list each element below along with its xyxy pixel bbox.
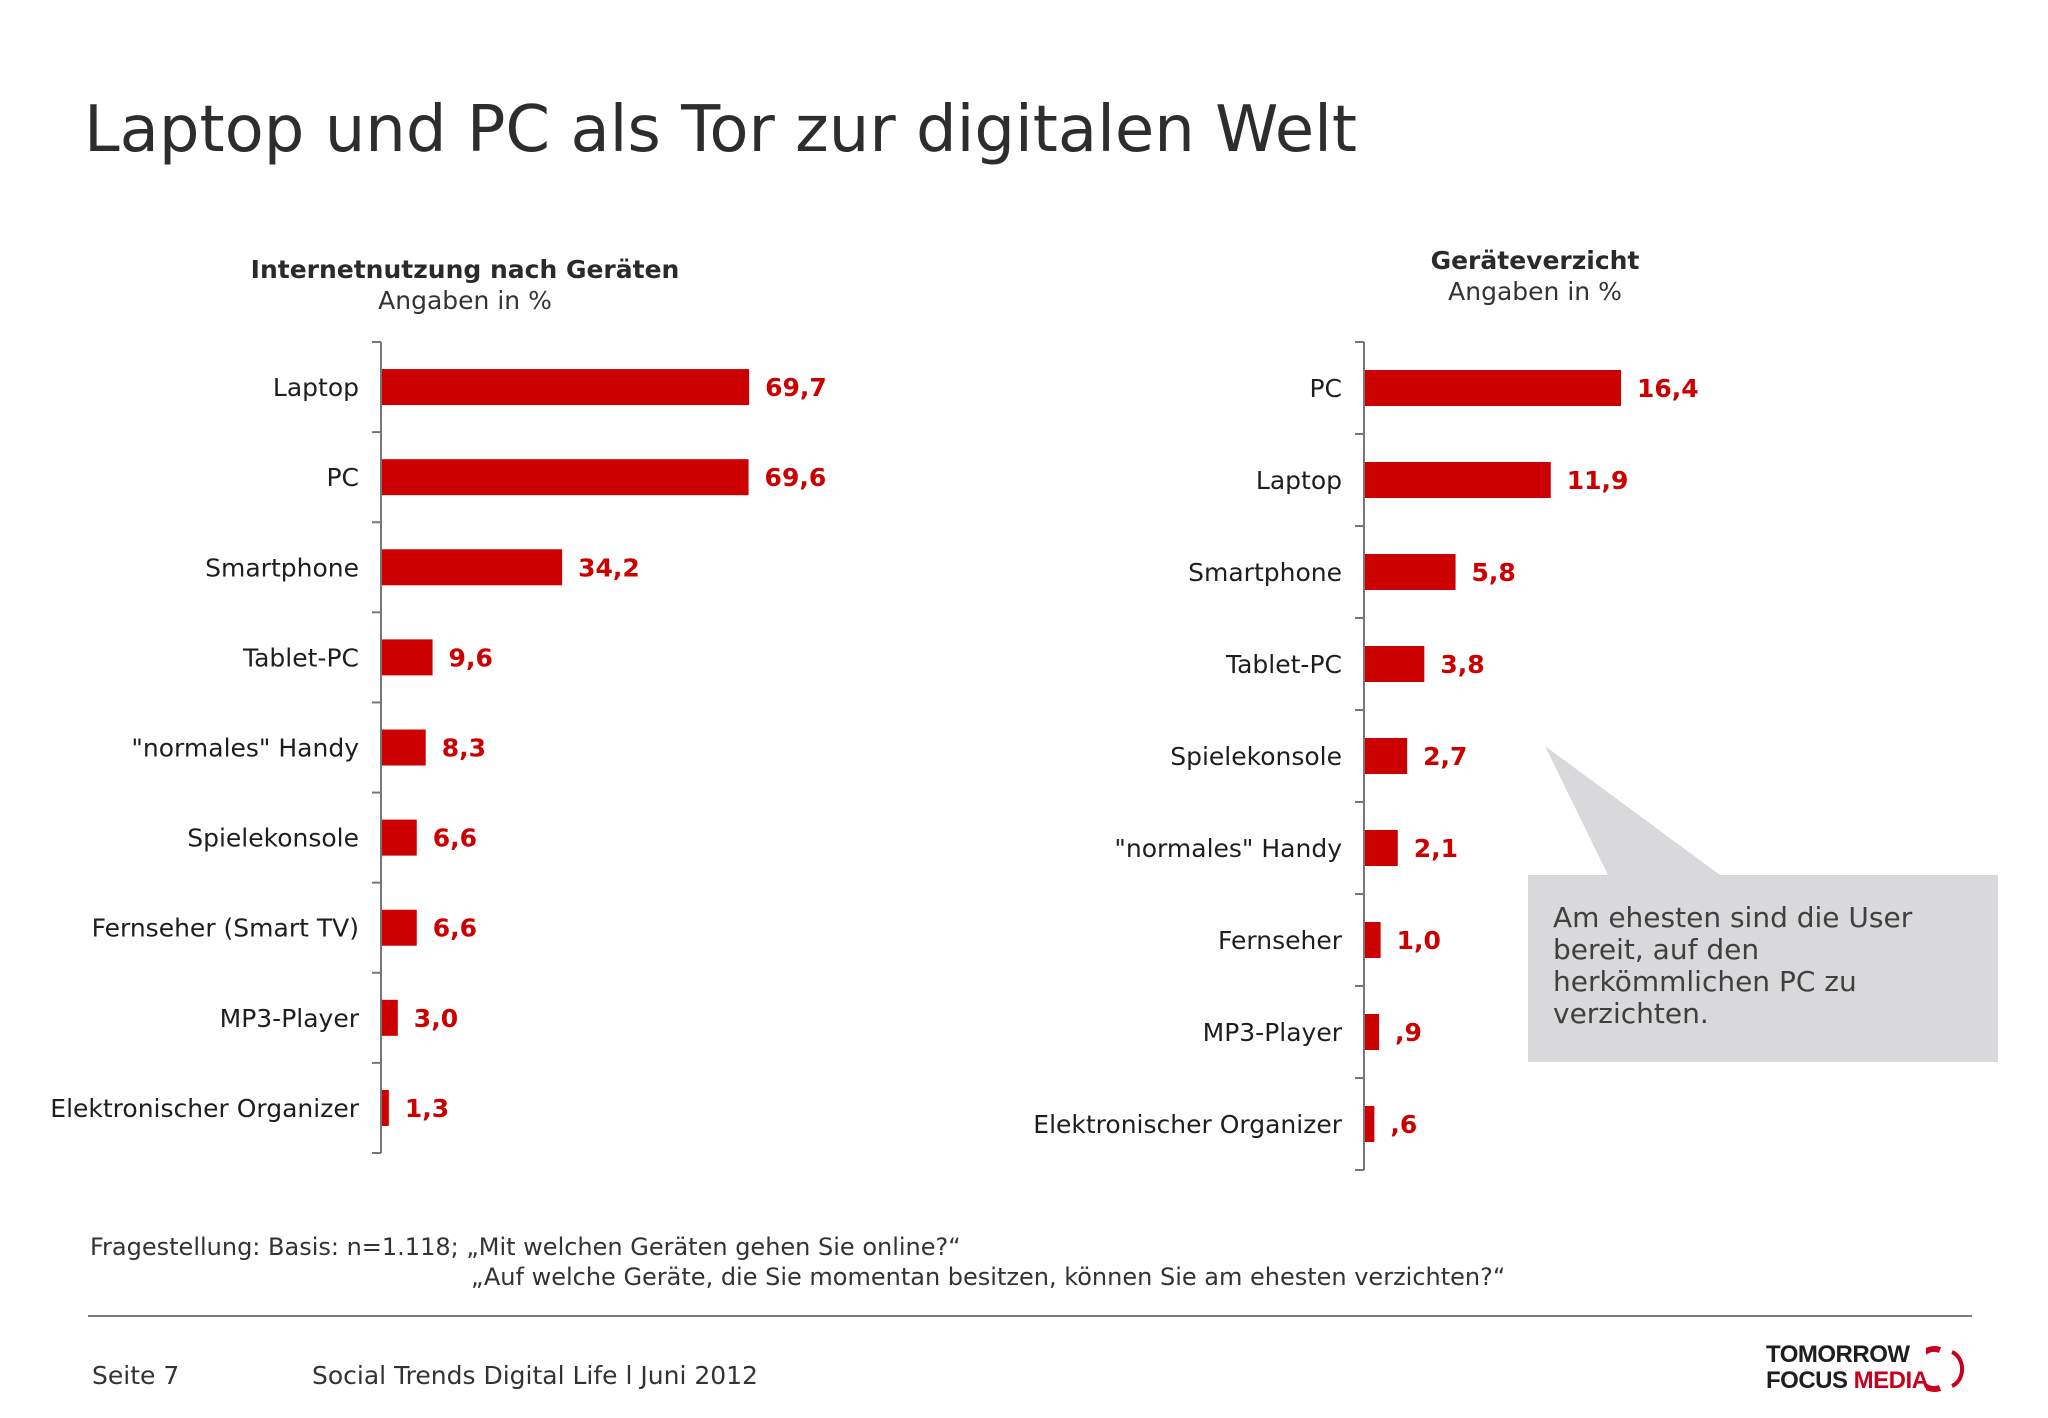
usage-value-label: 6,6	[433, 914, 477, 943]
abandon-category-label: PC	[1309, 374, 1342, 403]
logo-media: MEDIA	[1853, 1367, 1929, 1394]
abandon-category-label: "normales" Handy	[1114, 834, 1342, 863]
usage-category-label: Laptop	[273, 373, 359, 402]
abandon-bar	[1365, 646, 1425, 682]
logo-line-2: FOCUS MEDIA	[1766, 1368, 1929, 1394]
page-title: Laptop und PC als Tor zur digitalen Welt	[84, 93, 1357, 167]
abandon-bar	[1365, 738, 1408, 774]
usage-category-label: Spielekonsole	[187, 824, 359, 853]
chart-subtitle-usage: Angaben in %	[378, 286, 552, 315]
footnote-line-1: Fragestellung: Basis: n=1.118; „Mit welc…	[90, 1233, 961, 1261]
chart-subtitle-abandon: Angaben in %	[1448, 277, 1622, 306]
abandon-bar	[1365, 370, 1622, 406]
abandon-bar	[1365, 922, 1381, 958]
usage-category-label: PC	[326, 463, 359, 492]
usage-value-label: 69,6	[765, 463, 827, 492]
usage-bar	[382, 819, 417, 856]
abandon-bar	[1365, 462, 1551, 498]
callout-text: Am ehesten sind die User bereit, auf den…	[1553, 901, 1913, 1030]
usage-bar	[382, 549, 563, 586]
usage-value-label: 69,7	[765, 373, 827, 402]
chart-title-abandon-text: Geräteverzicht	[1430, 246, 1640, 275]
abandon-value-label: 11,9	[1567, 466, 1629, 495]
logo-line-1: TOMORROW	[1766, 1341, 1910, 1368]
logo: TOMORROW FOCUS MEDIA	[1766, 1340, 1996, 1398]
abandon-category-label: Tablet-PC	[1225, 650, 1342, 679]
abandon-category-label: Laptop	[1256, 466, 1342, 495]
abandon-value-label: 2,7	[1423, 742, 1467, 771]
usage-value-label: 34,2	[578, 553, 640, 582]
usage-bar	[382, 729, 426, 766]
chart-title-usage-text: Internetnutzung nach Geräten	[250, 255, 680, 284]
usage-bar	[382, 639, 433, 676]
usage-bar	[382, 369, 750, 406]
abandon-category-label: Spielekonsole	[1170, 742, 1342, 771]
abandon-value-label: ,9	[1395, 1018, 1422, 1047]
footer-divider	[88, 1315, 1972, 1317]
usage-value-label: 8,3	[442, 734, 486, 763]
logo-focus: FOCUS	[1766, 1367, 1848, 1394]
usage-category-label: "normales" Handy	[131, 734, 359, 763]
usage-value-label: 6,6	[433, 824, 477, 853]
abandon-value-label: 16,4	[1637, 374, 1699, 403]
abandon-bar	[1365, 1014, 1380, 1050]
usage-bar	[382, 999, 398, 1036]
chart-title-abandon: Geräteverzicht Angaben in %	[1300, 245, 1770, 307]
abandon-bar	[1365, 830, 1398, 866]
abandon-category-label: Fernseher	[1218, 926, 1343, 955]
abandon-value-label: 2,1	[1414, 834, 1458, 863]
abandon-value-label: ,6	[1390, 1110, 1417, 1139]
usage-value-label: 9,6	[449, 643, 493, 672]
report-series: Social Trends Digital Life l Juni 2012	[312, 1361, 758, 1390]
page-number: Seite 7	[92, 1361, 180, 1390]
abandon-category-label: Elektronischer Organizer	[1033, 1110, 1342, 1139]
abandon-value-label: 5,8	[1472, 558, 1516, 587]
abandon-category-label: Smartphone	[1188, 558, 1342, 587]
usage-value-label: 1,3	[405, 1094, 449, 1123]
usage-category-label: Smartphone	[205, 553, 359, 582]
abandon-bar	[1365, 1106, 1375, 1142]
abandon-value-label: 3,8	[1440, 650, 1484, 679]
usage-category-label: MP3-Player	[220, 1004, 360, 1033]
abandon-bar	[1365, 554, 1456, 590]
usage-value-label: 3,0	[414, 1004, 458, 1033]
abandon-value-label: 1,0	[1397, 926, 1441, 955]
chart-title-usage: Internetnutzung nach Geräten Angaben in …	[230, 254, 700, 316]
usage-category-label: Fernseher (Smart TV)	[92, 914, 359, 943]
usage-category-label: Elektronischer Organizer	[50, 1094, 359, 1123]
footnote: Fragestellung: Basis: n=1.118; „Mit welc…	[90, 1232, 1505, 1292]
logo-ring-icon	[1926, 1346, 1965, 1392]
abandon-category-label: MP3-Player	[1203, 1018, 1343, 1047]
callout-shape	[1528, 746, 1998, 1062]
usage-bar	[382, 459, 749, 496]
usage-category-label: Tablet-PC	[242, 643, 359, 672]
usage-bar	[382, 909, 417, 946]
usage-bar	[382, 1089, 389, 1126]
footnote-line-2: „Auf welche Geräte, die Sie momentan bes…	[471, 1263, 1506, 1291]
